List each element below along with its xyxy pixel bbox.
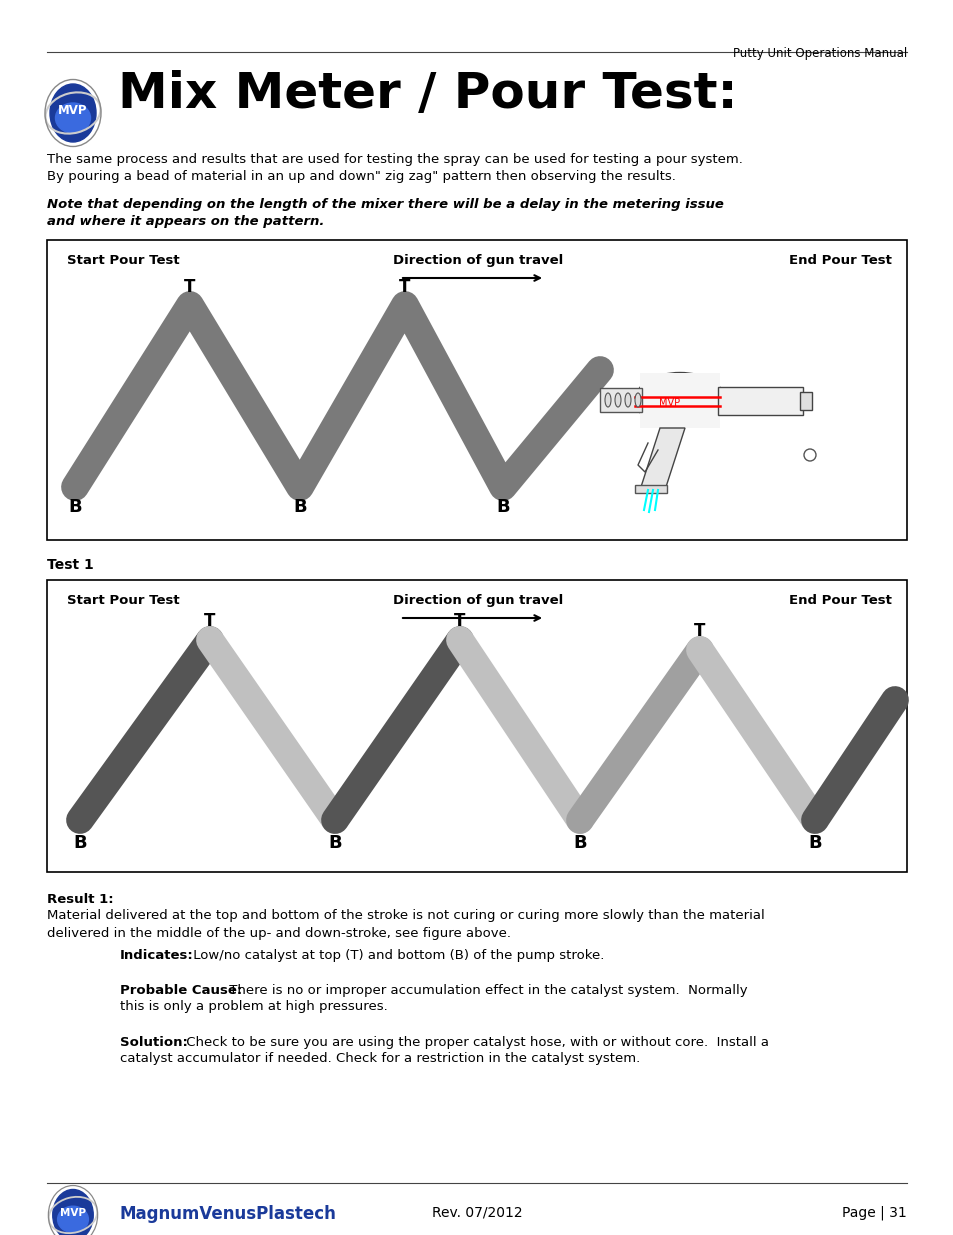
Text: Note that depending on the length of the mixer there will be a delay in the mete: Note that depending on the length of the…	[47, 198, 723, 228]
Text: B: B	[68, 498, 82, 516]
Text: Material delivered at the top and bottom of the stroke is not curing or curing m: Material delivered at the top and bottom…	[47, 909, 764, 940]
Text: Solution:: Solution:	[120, 1036, 188, 1049]
Text: End Pour Test: End Pour Test	[788, 594, 891, 606]
Text: Probable Cause:: Probable Cause:	[120, 984, 242, 997]
Text: catalyst accumulator if needed. Check for a restriction in the catalyst system.: catalyst accumulator if needed. Check fo…	[120, 1052, 639, 1065]
Polygon shape	[639, 429, 684, 490]
Text: Result 1:: Result 1:	[47, 893, 113, 906]
Text: Page | 31: Page | 31	[841, 1205, 906, 1219]
Text: Direction of gun travel: Direction of gun travel	[393, 254, 562, 267]
Text: T: T	[204, 613, 215, 630]
Text: Putty Unit Operations Manual: Putty Unit Operations Manual	[732, 47, 906, 61]
Text: End Pour Test: End Pour Test	[788, 254, 891, 267]
Text: Direction of gun travel: Direction of gun travel	[393, 594, 562, 606]
Text: MagnumVenusPlastech: MagnumVenusPlastech	[120, 1205, 336, 1223]
Bar	[718, 387, 802, 415]
Text: Check to be sure you are using the proper catalyst hose, with or without core.  : Check to be sure you are using the prope…	[182, 1036, 768, 1049]
Text: T: T	[694, 622, 705, 640]
Ellipse shape	[50, 84, 96, 142]
Bar	[800, 391, 811, 410]
Text: B: B	[293, 498, 307, 516]
Text: Start Pour Test: Start Pour Test	[67, 254, 179, 267]
Text: Low/no catalyst at top (T) and bottom (B) of the pump stroke.: Low/no catalyst at top (T) and bottom (B…	[189, 948, 604, 962]
Text: T: T	[399, 278, 410, 296]
Text: T: T	[184, 278, 195, 296]
Ellipse shape	[604, 393, 610, 408]
Text: B: B	[328, 834, 341, 852]
Text: MVP: MVP	[60, 1208, 86, 1218]
Text: Mix Meter / Pour Test:: Mix Meter / Pour Test:	[118, 70, 737, 119]
Ellipse shape	[635, 373, 724, 427]
Text: MVP: MVP	[58, 105, 88, 117]
Ellipse shape	[803, 450, 815, 461]
Bar	[639, 373, 720, 429]
Text: B: B	[73, 834, 87, 852]
Text: this is only a problem at high pressures.: this is only a problem at high pressures…	[120, 1000, 387, 1013]
Text: The same process and results that are used for testing the spray can be used for: The same process and results that are us…	[47, 153, 742, 183]
Text: B: B	[496, 498, 509, 516]
Ellipse shape	[635, 393, 640, 408]
Bar	[635, 485, 666, 493]
Text: MVP: MVP	[659, 398, 679, 408]
Text: B: B	[573, 834, 586, 852]
Text: Start Pour Test: Start Pour Test	[67, 594, 179, 606]
Text: T: T	[454, 613, 465, 630]
Text: B: B	[807, 834, 821, 852]
Ellipse shape	[55, 103, 91, 133]
Bar	[47, 240, 906, 540]
Bar	[599, 388, 641, 412]
Ellipse shape	[52, 1189, 93, 1235]
Text: Test 1: Test 1	[47, 558, 93, 572]
Text: There is no or improper accumulation effect in the catalyst system.  Normally: There is no or improper accumulation eff…	[225, 984, 747, 997]
Ellipse shape	[615, 393, 620, 408]
Ellipse shape	[57, 1207, 89, 1233]
Ellipse shape	[624, 393, 630, 408]
Bar	[47, 580, 906, 872]
Text: Rev. 07/2012: Rev. 07/2012	[432, 1205, 521, 1219]
Text: Indicates:: Indicates:	[120, 948, 193, 962]
